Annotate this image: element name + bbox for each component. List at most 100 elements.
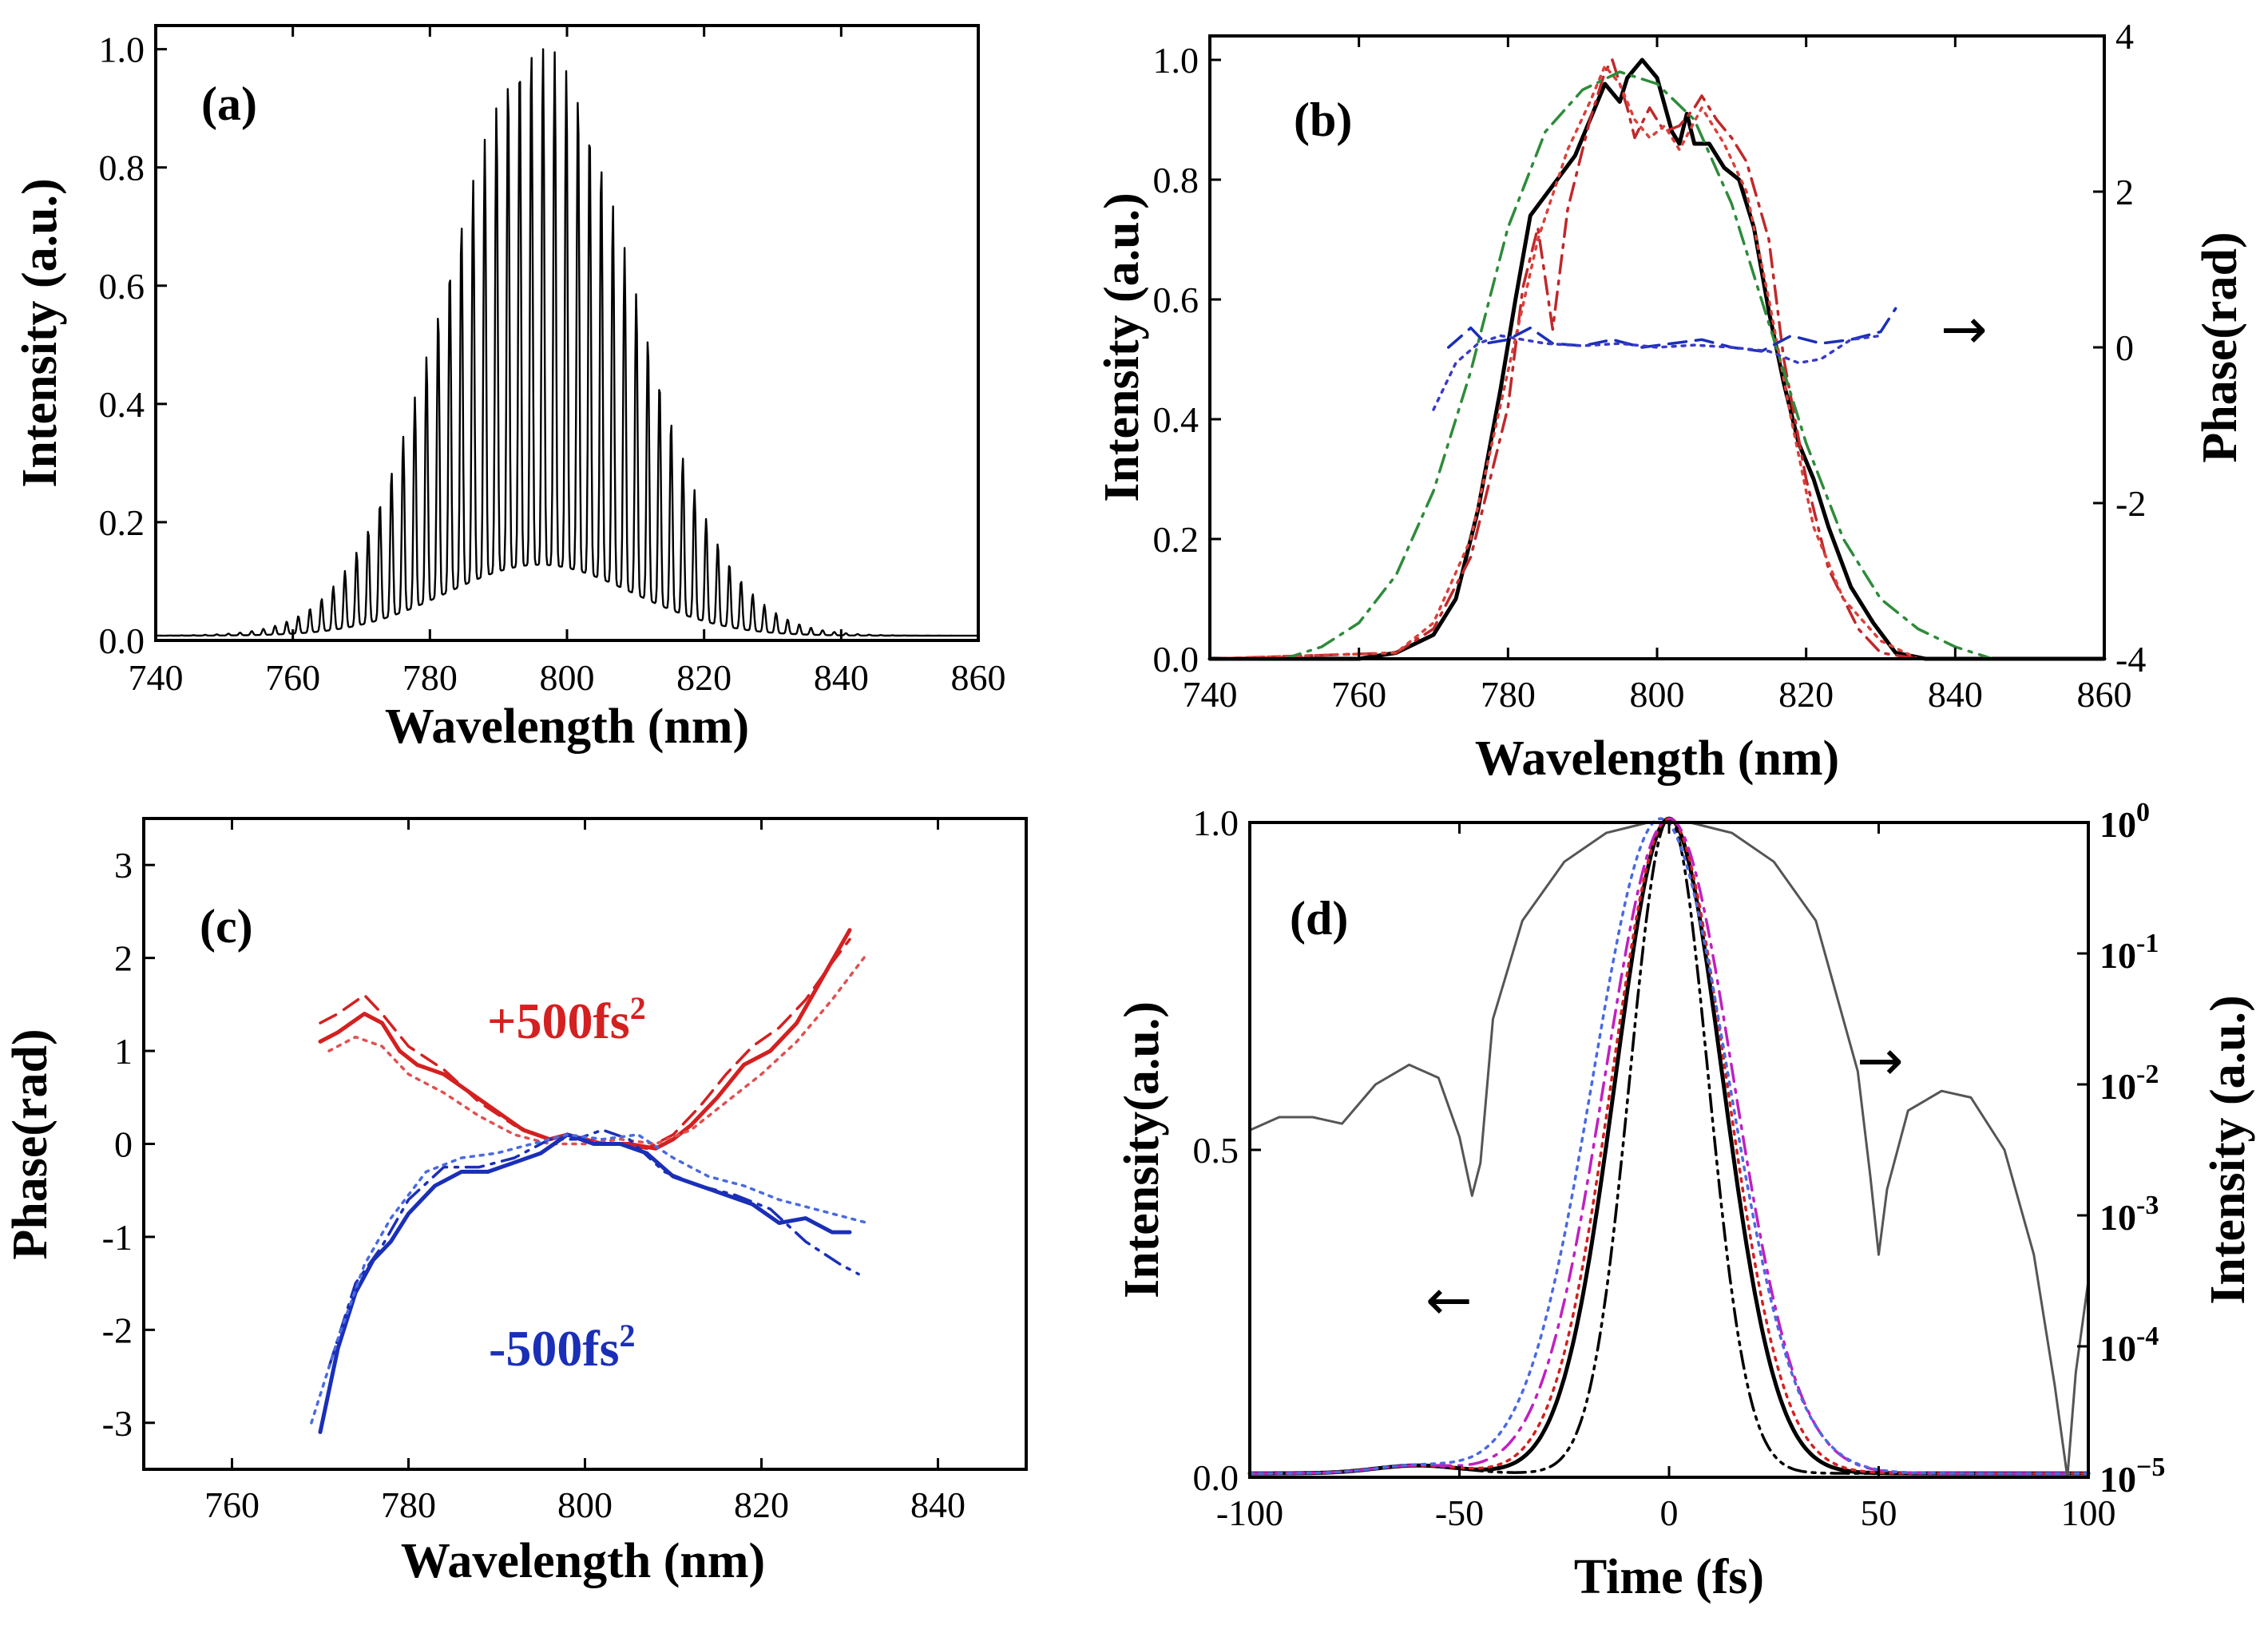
panel-c-xticks: 760 780 800 820 840 bbox=[204, 818, 965, 1525]
x-tick-label: 740 bbox=[1183, 674, 1238, 715]
panel-d-yticks-right: 100 10-1 10-2 10-3 10-4 10−5 bbox=[2077, 798, 2165, 1500]
series-spectrum-retrieved-1 bbox=[1208, 58, 2106, 660]
y-tick-label-right: 100 bbox=[2099, 798, 2150, 845]
panel-d-xlabel: Time (fs) bbox=[1574, 1550, 1764, 1604]
y-tick-label: 0 bbox=[114, 1124, 133, 1165]
y-tick-label-right: -4 bbox=[2115, 639, 2146, 680]
panel-d-xticks: -100 -50 0 50 100 bbox=[1216, 822, 2116, 1533]
panel-d-label: (d) bbox=[1290, 892, 1348, 945]
x-tick-label: 820 bbox=[1778, 674, 1834, 715]
x-tick-label: -100 bbox=[1216, 1492, 1283, 1533]
panel-d-left-arrow: ← bbox=[1425, 1267, 1473, 1333]
y-tick-label-right: 10−5 bbox=[2099, 1453, 2165, 1500]
panel-d: -100 -50 0 50 100 0.00.51.0 10010-110-210-31… bbox=[1115, 798, 2255, 1604]
series-spectrum-retrieved-2 bbox=[1208, 64, 2106, 660]
x-tick-label: 760 bbox=[204, 1484, 260, 1525]
y-tick-label: 2 bbox=[114, 938, 133, 979]
panel-b-label: (b) bbox=[1294, 93, 1352, 146]
x-tick-label: 100 bbox=[2061, 1492, 2116, 1533]
panel-b-right-arrow: → bbox=[1941, 296, 1988, 362]
y-tick-label-right: 10-2 bbox=[2099, 1060, 2159, 1107]
x-tick-label: 840 bbox=[1928, 674, 1983, 715]
x-tick-label: 800 bbox=[557, 1484, 613, 1525]
series-spectrum-fit bbox=[1208, 70, 2106, 660]
panel-b-xticks: 740 760 780 800 820 840 860 bbox=[1183, 36, 2132, 715]
series-500fs2-dashdot bbox=[327, 1128, 860, 1369]
y-tick-label: 0.0 bbox=[1193, 1457, 1239, 1498]
panel-b-yticks: 0.0 0.2 0.4 0.6 0.8 1.0 bbox=[1153, 40, 1221, 680]
y-tick-label-right: 10-4 bbox=[2099, 1322, 2159, 1369]
y-tick-label: 0.2 bbox=[1153, 519, 1199, 560]
y-tick-label: 0.0 bbox=[1153, 639, 1199, 680]
y-tick-label-right: 10-1 bbox=[2099, 929, 2159, 976]
panel-d-ylabel-right: Intensity (a.u.) bbox=[2201, 995, 2255, 1305]
x-tick-label: 780 bbox=[381, 1484, 436, 1525]
panel-c-ylabel: Phase(rad) bbox=[3, 1029, 57, 1259]
x-tick-label: 820 bbox=[676, 657, 732, 698]
y-tick-label: 0.4 bbox=[1153, 399, 1199, 440]
y-tick-label-right: 4 bbox=[2115, 16, 2134, 57]
panel-c-label: (c) bbox=[200, 900, 253, 953]
panel-a-xlabel: Wavelength (nm) bbox=[385, 700, 749, 754]
x-tick-label: 740 bbox=[129, 657, 184, 698]
x-tick-label: 840 bbox=[814, 657, 869, 698]
y-tick-label-right: -2 bbox=[2115, 483, 2146, 524]
panel-b-ylabel-right: Phase(rad) bbox=[2193, 232, 2247, 462]
x-tick-label: 860 bbox=[2077, 674, 2132, 715]
y-tick-label: 0.8 bbox=[99, 148, 145, 188]
x-tick-label: 800 bbox=[1630, 674, 1685, 715]
series-500fs2-dotted bbox=[327, 952, 869, 1146]
y-tick-label: 0.6 bbox=[1153, 279, 1199, 320]
panel-b-xlabel: Wavelength (nm) bbox=[1475, 731, 1839, 786]
y-tick-label: 1.0 bbox=[99, 30, 145, 70]
x-tick-label: 820 bbox=[734, 1484, 789, 1525]
panel-a-yticks: 0.0 0.2 0.4 0.6 0.8 1.0 bbox=[99, 30, 167, 661]
annotation-plus-500fs2: +500fs2 bbox=[487, 990, 646, 1049]
panel-b: 740 760 780 800 820 840 860 0.0 0.2 0.4 0.6 0.8 1.0… bbox=[1095, 16, 2247, 786]
panel-a-xticks: 740 760 780 800 820 840 860 bbox=[129, 26, 1006, 698]
y-tick-label-right: 10-3 bbox=[2099, 1191, 2159, 1238]
panel-a: 740 760 780 800 820 840 860 0.0 0.2 0.4 0.6 0.8 1.0… bbox=[13, 24, 1006, 754]
x-tick-label: -50 bbox=[1435, 1492, 1484, 1533]
x-tick-label: 780 bbox=[1481, 674, 1536, 715]
x-tick-label: 840 bbox=[910, 1484, 965, 1525]
panel-a-label: (a) bbox=[201, 77, 257, 130]
panel-d-yticks: 0.0 0.5 1.0 bbox=[1193, 803, 1261, 1498]
panel-b-ylabel: Intensity (a.u.) bbox=[1095, 192, 1149, 502]
y-tick-label: 0.4 bbox=[99, 384, 145, 425]
y-tick-label: 0.5 bbox=[1193, 1130, 1239, 1171]
annotation-minus-500fs2: -500fs2 bbox=[489, 1318, 636, 1377]
series-spectrum-measured bbox=[1207, 57, 2107, 661]
x-tick-label: 760 bbox=[1331, 674, 1386, 715]
series-phase-2 bbox=[1432, 334, 1882, 411]
x-tick-label: 780 bbox=[402, 657, 458, 698]
y-tick-label: -2 bbox=[102, 1310, 133, 1350]
x-tick-label: 0 bbox=[1660, 1492, 1679, 1533]
x-tick-label: 800 bbox=[540, 657, 595, 698]
x-tick-label: 860 bbox=[951, 657, 1006, 698]
series-phase-1 bbox=[1446, 307, 1897, 353]
y-tick-label: 3 bbox=[114, 845, 133, 886]
series-retrieved-2 bbox=[1248, 817, 2090, 1475]
y-tick-label: 1.0 bbox=[1153, 40, 1199, 81]
panel-c-yticks: -3 -2 -1 0 1 2 3 bbox=[102, 845, 155, 1444]
panel-d-ylabel: Intensity(a.u.) bbox=[1115, 1001, 1169, 1298]
panel-c-xlabel: Wavelength (nm) bbox=[401, 1534, 765, 1588]
y-tick-label: 1 bbox=[114, 1031, 133, 1072]
y-tick-label: 1.0 bbox=[1193, 803, 1239, 843]
panel-b-plot bbox=[1207, 57, 2107, 661]
x-tick-label: 50 bbox=[1861, 1492, 1897, 1533]
x-tick-label: 760 bbox=[265, 657, 320, 698]
y-tick-label: 0.2 bbox=[99, 502, 145, 543]
panel-c-plot bbox=[310, 928, 869, 1434]
y-tick-label: 0.8 bbox=[1153, 160, 1199, 200]
panel-c: 760 780 800 820 840 -3 -2 -1 0 1 2 3 (c) Wavelengt… bbox=[3, 817, 1028, 1588]
panel-b-yticks-right: -4 -2 0 2 4 bbox=[2093, 16, 2146, 680]
y-tick-label: -1 bbox=[102, 1217, 133, 1258]
y-tick-label: 0.0 bbox=[99, 620, 145, 661]
y-tick-label-right: 2 bbox=[2115, 172, 2134, 212]
panel-a-ylabel: Intensity (a.u.) bbox=[13, 178, 67, 488]
y-tick-label-right: 0 bbox=[2115, 327, 2134, 368]
panel-d-right-arrow: → bbox=[1857, 1028, 1904, 1093]
series-500fs2-dotted bbox=[310, 1133, 869, 1425]
